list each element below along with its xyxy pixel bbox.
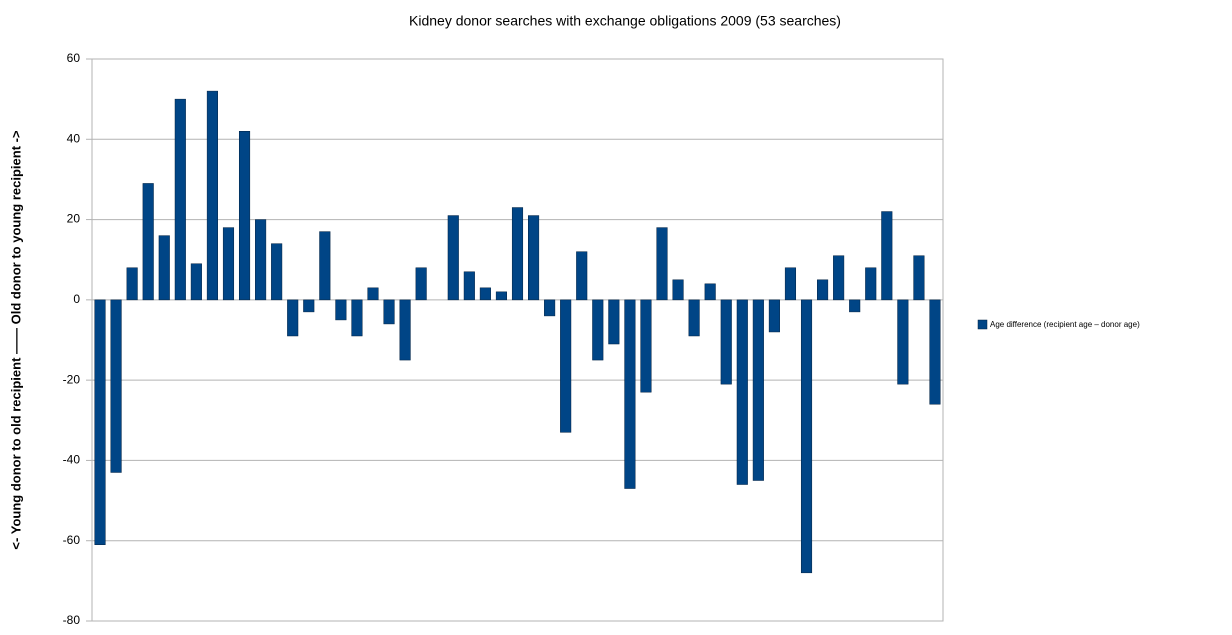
bar — [881, 211, 893, 301]
bar — [287, 299, 299, 337]
bar — [672, 279, 684, 301]
bar — [592, 299, 604, 361]
bar — [255, 219, 267, 301]
bar — [720, 299, 732, 385]
bar — [528, 215, 540, 301]
bar — [768, 299, 780, 333]
bar — [303, 299, 315, 313]
bar — [817, 279, 829, 301]
bar — [94, 299, 106, 545]
bar — [319, 231, 331, 301]
bar — [849, 299, 861, 313]
bar — [688, 299, 700, 337]
bar — [335, 299, 347, 321]
bar — [640, 299, 652, 393]
y-tick-label: 0 — [73, 292, 80, 306]
bar — [158, 235, 170, 301]
bar — [399, 299, 411, 361]
bar — [495, 291, 507, 301]
bar — [463, 271, 475, 301]
y-tick-label: -20 — [63, 372, 81, 386]
bar — [752, 299, 764, 481]
plot-frame — [91, 58, 944, 622]
bar — [897, 299, 909, 385]
bar — [656, 227, 668, 301]
bar — [624, 299, 636, 489]
y-tick-label: -60 — [63, 533, 81, 547]
bar — [222, 227, 235, 301]
bar — [110, 299, 122, 473]
y-tick-label: -40 — [63, 453, 81, 467]
bar — [174, 98, 186, 301]
bar — [608, 299, 620, 345]
bar — [511, 207, 524, 301]
bar — [479, 287, 491, 301]
bar — [560, 299, 572, 433]
bar — [784, 267, 797, 301]
bar — [704, 283, 716, 301]
bar — [913, 255, 925, 301]
legend-label: Age difference (recipient age – donor ag… — [990, 320, 1140, 329]
y-axis-label: <- Young donor to old recipient —— Old d… — [8, 130, 23, 550]
bar — [190, 263, 202, 301]
bar — [447, 215, 459, 301]
bar — [833, 255, 845, 301]
bar — [383, 299, 395, 325]
bar — [544, 299, 556, 317]
bar — [415, 267, 427, 301]
bar — [271, 243, 283, 301]
chart-title: Kidney donor searches with exchange obli… — [409, 13, 841, 29]
bar — [126, 267, 138, 301]
bar — [929, 299, 941, 405]
bar — [736, 299, 748, 485]
bar — [238, 131, 251, 301]
y-tick-label: 20 — [67, 212, 81, 226]
y-tick-label: -80 — [63, 613, 81, 627]
bar — [351, 299, 363, 337]
bar — [800, 299, 813, 574]
legend-swatch — [977, 319, 988, 330]
bar — [367, 287, 379, 301]
y-tick-label: 60 — [67, 51, 81, 65]
bar — [206, 90, 218, 301]
bar — [865, 267, 877, 301]
bar — [576, 251, 588, 301]
y-tick-label: 40 — [67, 131, 81, 145]
bar — [142, 183, 154, 301]
